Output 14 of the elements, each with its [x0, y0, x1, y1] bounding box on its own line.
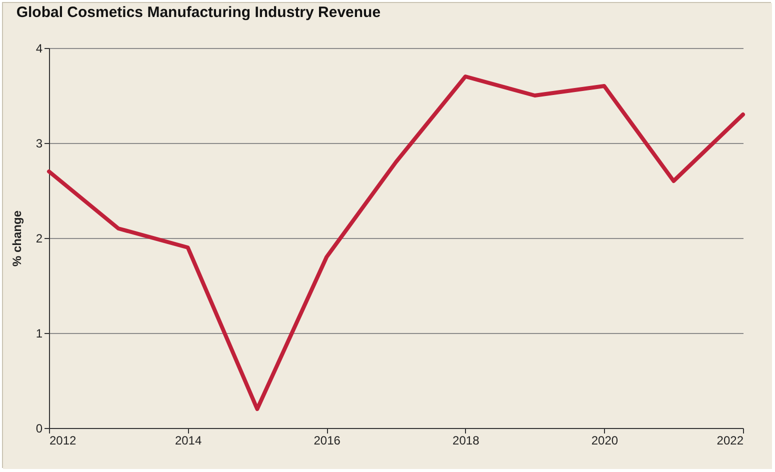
- x-tick-label: 2022: [716, 434, 744, 448]
- chart-title: Global Cosmetics Manufacturing Industry Revenue: [16, 4, 381, 21]
- x-tick-label: 2012: [50, 434, 77, 448]
- x-tick-label: 2020: [591, 434, 618, 448]
- y-tick-label: 2: [36, 232, 43, 246]
- y-tick-label: 3: [36, 136, 43, 150]
- y-tick-label: 0: [36, 422, 43, 436]
- y-tick-label: 1: [36, 326, 43, 340]
- y-axis-title: % change: [10, 210, 24, 267]
- x-tick-label: 2016: [314, 434, 341, 448]
- line-series: [47, 74, 745, 411]
- x-tick-label: 2018: [452, 434, 480, 448]
- y-tick-label: 4: [36, 42, 43, 56]
- x-tick-label: 2014: [174, 434, 202, 448]
